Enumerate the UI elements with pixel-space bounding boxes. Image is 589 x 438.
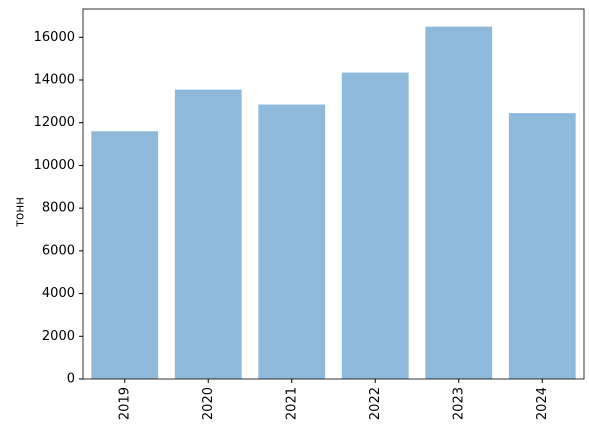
y-axis-label: тонн <box>13 197 27 227</box>
x-tick-label: 2021 <box>284 387 299 420</box>
bar <box>425 26 493 379</box>
y-tick-label: 12000 <box>34 115 75 130</box>
bar <box>341 72 409 380</box>
y-tick-label: 14000 <box>34 73 75 88</box>
y-tick-label: 8000 <box>42 201 75 216</box>
x-tick-label: 2020 <box>201 387 216 420</box>
x-tick-label: 2023 <box>451 387 466 420</box>
y-tick-label: 4000 <box>42 286 75 301</box>
y-tick-label: 10000 <box>34 158 75 173</box>
y-tick-label: 6000 <box>42 243 75 258</box>
y-tick-label: 2000 <box>42 329 75 344</box>
bar <box>508 113 576 380</box>
y-tick-label: 16000 <box>34 30 75 45</box>
plot-frame <box>82 8 585 380</box>
y-tick-label: 0 <box>67 372 75 387</box>
x-tick-label: 2022 <box>368 387 383 420</box>
bar <box>174 89 242 380</box>
x-tick-label: 2024 <box>535 387 550 420</box>
bar <box>91 131 159 379</box>
x-tick-label: 2019 <box>117 387 132 420</box>
bar <box>258 104 326 380</box>
